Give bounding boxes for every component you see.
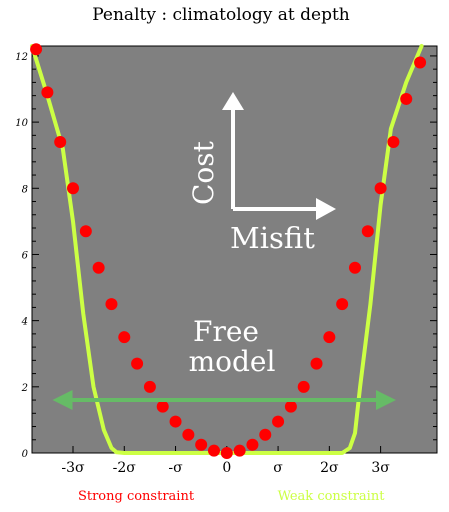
legend-weak-constraint: Weak constraint bbox=[278, 489, 386, 504]
strong-constraint-point bbox=[414, 56, 427, 69]
strong-constraint-point bbox=[41, 86, 54, 99]
strong-constraint-point bbox=[361, 225, 374, 238]
strong-constraint-point bbox=[169, 415, 182, 428]
x-axis: -3σ -2σ -σ 0 σ 2σ 3σ bbox=[61, 446, 390, 476]
strong-constraint-point bbox=[118, 331, 131, 344]
y-tick-label: 10 bbox=[15, 118, 28, 129]
x-tick-label: 3σ bbox=[371, 460, 390, 476]
strong-constraint-point bbox=[323, 331, 336, 344]
free-range-arrow bbox=[52, 390, 396, 411]
cost-label: Cost bbox=[187, 140, 220, 205]
free-range-left-head bbox=[52, 390, 73, 411]
cost-arrow bbox=[222, 92, 244, 209]
strong-constraint-point bbox=[387, 135, 400, 148]
strong-constraint-point bbox=[272, 415, 285, 428]
x-tick-label: 0 bbox=[222, 460, 231, 476]
strong-constraint-point bbox=[156, 400, 169, 413]
series-layer bbox=[30, 43, 427, 459]
strong-constraint-point bbox=[131, 357, 144, 370]
strong-constraint-point bbox=[207, 444, 220, 457]
strong-constraint-point bbox=[233, 444, 246, 457]
free-model-label-line2: model bbox=[189, 345, 276, 378]
y-tick-label: 6 bbox=[22, 250, 29, 261]
strong-constraint-point bbox=[374, 182, 387, 195]
legend-strong-constraint: Strong constraint bbox=[78, 489, 195, 504]
strong-constraint-point bbox=[310, 357, 323, 370]
strong-constraint-point bbox=[79, 225, 92, 238]
strong-constraint-point bbox=[297, 380, 310, 393]
strong-constraint-point bbox=[336, 298, 349, 311]
strong-constraint-point bbox=[348, 261, 361, 274]
strong-constraint-point bbox=[182, 428, 195, 441]
y-tick-label: 12 bbox=[15, 52, 28, 63]
strong-constraint-point bbox=[195, 438, 208, 451]
strong-constraint-point bbox=[259, 428, 272, 441]
y-tick-label: 4 bbox=[21, 317, 28, 328]
chart-title: Penalty : climatology at depth bbox=[92, 5, 350, 25]
strong-constraint-point bbox=[400, 92, 413, 105]
strong-constraint-point bbox=[30, 43, 43, 56]
x-tick-label: -3σ bbox=[61, 460, 85, 476]
x-tick-label: -2σ bbox=[113, 460, 137, 476]
x-tick-label: σ bbox=[273, 460, 283, 476]
strong-constraint-point bbox=[54, 135, 67, 148]
annotations: Cost Misfit Free model bbox=[187, 92, 336, 378]
strong-constraint-point bbox=[67, 182, 80, 195]
free-range-right-head bbox=[375, 390, 396, 411]
y-tick-label: 2 bbox=[21, 383, 28, 394]
misfit-arrow bbox=[233, 198, 336, 220]
strong-constraint-point bbox=[143, 380, 156, 393]
y-tick-label: 0 bbox=[22, 449, 29, 460]
strong-constraint-point bbox=[220, 447, 233, 459]
misfit-label: Misfit bbox=[230, 221, 315, 255]
y-axis: 0 2 4 6 8 10 12 bbox=[15, 52, 437, 460]
y-tick-label: 8 bbox=[22, 184, 28, 195]
x-tick-label: 2σ bbox=[320, 460, 339, 476]
strong-constraint-point bbox=[92, 261, 105, 274]
strong-constraint-point bbox=[105, 298, 118, 311]
free-model-label-line1: Free bbox=[193, 315, 259, 348]
strong-constraint-point bbox=[246, 438, 259, 451]
x-tick-label: -σ bbox=[168, 460, 183, 476]
strong-constraint-point bbox=[284, 400, 297, 413]
